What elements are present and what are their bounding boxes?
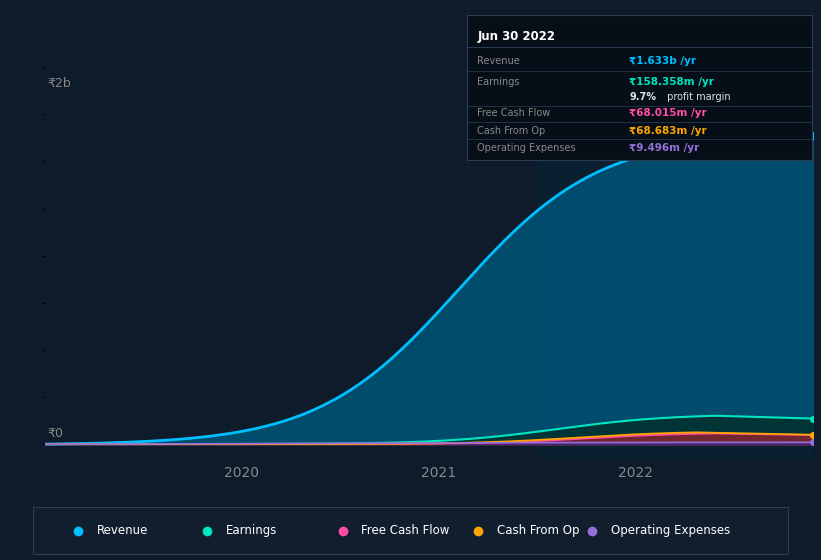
Text: Revenue: Revenue: [97, 524, 149, 537]
Text: Revenue: Revenue: [478, 57, 521, 66]
Text: ₹2b: ₹2b: [47, 77, 71, 90]
Text: 9.7%: 9.7%: [629, 92, 656, 102]
Text: ₹0: ₹0: [47, 427, 63, 440]
Text: ₹1.633b /yr: ₹1.633b /yr: [629, 57, 696, 66]
Text: ₹68.015m /yr: ₹68.015m /yr: [629, 109, 707, 118]
Text: profit margin: profit margin: [663, 92, 731, 102]
Text: Earnings: Earnings: [478, 77, 520, 87]
Text: Cash From Op: Cash From Op: [478, 125, 546, 136]
Text: Jun 30 2022: Jun 30 2022: [478, 30, 556, 43]
Text: Earnings: Earnings: [226, 524, 277, 537]
Text: Cash From Op: Cash From Op: [498, 524, 580, 537]
Text: Operating Expenses: Operating Expenses: [478, 143, 576, 153]
Text: ₹68.683m /yr: ₹68.683m /yr: [629, 125, 707, 136]
Bar: [537, 67, 813, 459]
Text: ₹158.358m /yr: ₹158.358m /yr: [629, 77, 714, 87]
Text: ₹9.496m /yr: ₹9.496m /yr: [629, 143, 699, 153]
Text: Operating Expenses: Operating Expenses: [611, 524, 730, 537]
Text: Free Cash Flow: Free Cash Flow: [478, 109, 551, 118]
Text: Free Cash Flow: Free Cash Flow: [361, 524, 450, 537]
